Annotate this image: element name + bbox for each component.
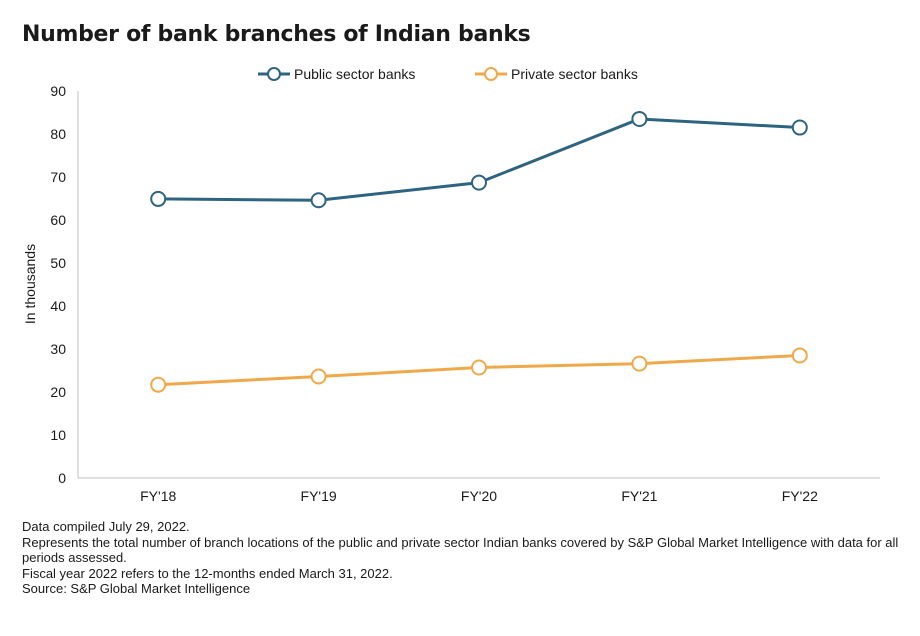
y-tick-label: 90 — [50, 83, 66, 99]
line-chart: Public sector banks Private sector banks … — [22, 66, 880, 504]
y-tick-label: 70 — [50, 169, 66, 185]
plot-area — [150, 110, 808, 393]
data-point — [150, 376, 167, 393]
data-point — [631, 110, 648, 127]
y-tick-label: 50 — [50, 255, 66, 271]
y-axis-label: In thousands — [22, 244, 38, 324]
y-tick-label: 60 — [50, 212, 66, 228]
x-tick-label: FY'18 — [140, 488, 176, 504]
data-point — [791, 119, 808, 136]
note-compiled: Data compiled July 29, 2022. — [22, 519, 190, 534]
y-tick-label: 0 — [58, 470, 66, 486]
legend-label: Public sector banks — [294, 66, 415, 82]
x-tick-label: FY'20 — [461, 488, 497, 504]
y-tick-label: 10 — [50, 427, 66, 443]
legend-marker — [267, 67, 281, 81]
data-point — [150, 190, 167, 207]
chart-title: Number of bank branches of Indian banks — [22, 22, 531, 47]
x-tick-label: FY'19 — [301, 488, 337, 504]
note-fiscal-year: Fiscal year 2022 refers to the 12-months… — [22, 565, 393, 581]
axes: 0 10 20 30 40 50 60 70 80 90 FY'18 FY'19 FY'20 FY'21 F… — [50, 83, 880, 504]
data-point — [310, 192, 327, 209]
data-point — [310, 368, 327, 385]
x-tick-label: FY'21 — [621, 488, 657, 504]
data-point — [471, 174, 487, 191]
legend: Public sector banks Private sector banks — [258, 66, 638, 82]
chart-notes: Data compiled July 29, 2022. Represents … — [22, 519, 902, 597]
y-tick-label: 80 — [50, 126, 66, 142]
data-point — [791, 347, 808, 364]
data-point — [471, 359, 487, 376]
note-source: Source: S&P Global Market Intelligence — [22, 581, 251, 596]
data-point — [631, 355, 648, 372]
legend-marker — [484, 67, 498, 81]
note-description: Represents the total number of branch lo… — [22, 534, 899, 566]
y-tick-label: 40 — [50, 298, 66, 314]
y-tick-label: 20 — [50, 384, 66, 400]
x-tick-label: FY'22 — [782, 488, 818, 504]
legend-label: Private sector banks — [511, 66, 638, 82]
y-tick-label: 30 — [50, 341, 66, 357]
